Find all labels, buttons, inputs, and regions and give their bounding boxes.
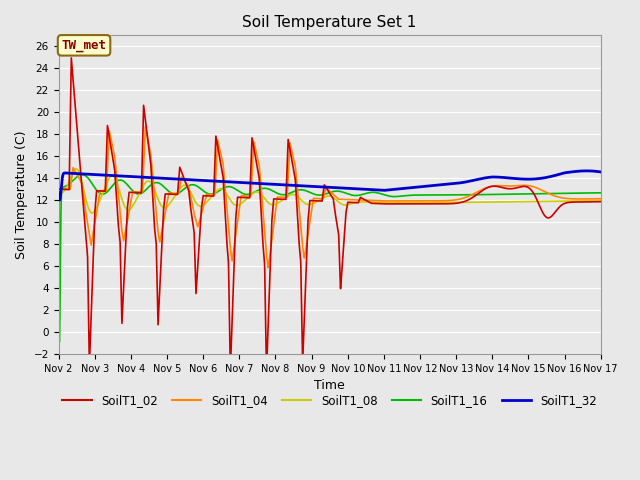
SoilT1_04	[141, 123, 149, 129]
SoilT1_04	[206, 192, 214, 197]
SoilT1_16	[56, 339, 63, 345]
SoilT1_08	[596, 198, 604, 204]
Line: SoilT1_08: SoilT1_08	[59, 169, 601, 213]
SoilT1_16	[392, 193, 400, 199]
SoilT1_04	[383, 198, 390, 204]
SoilT1_16	[172, 191, 179, 197]
SoilT1_32	[583, 168, 591, 174]
SoilT1_08	[392, 200, 400, 205]
X-axis label: Time: Time	[314, 379, 345, 392]
Legend: SoilT1_02, SoilT1_04, SoilT1_08, SoilT1_16, SoilT1_32: SoilT1_02, SoilT1_04, SoilT1_08, SoilT1_…	[58, 389, 602, 411]
SoilT1_32	[55, 190, 63, 196]
SoilT1_16	[55, 288, 63, 294]
SoilT1_16	[597, 190, 605, 196]
SoilT1_02	[392, 201, 400, 207]
SoilT1_08	[55, 191, 63, 197]
Line: SoilT1_16: SoilT1_16	[59, 175, 601, 342]
SoilT1_16	[79, 172, 86, 178]
SoilT1_08	[546, 198, 554, 204]
SoilT1_02	[597, 199, 605, 204]
SoilT1_02	[67, 55, 75, 61]
Line: SoilT1_02: SoilT1_02	[59, 58, 601, 372]
SoilT1_04	[264, 265, 272, 271]
SoilT1_16	[596, 190, 604, 196]
SoilT1_32	[596, 169, 604, 175]
SoilT1_08	[383, 200, 390, 205]
SoilT1_04	[596, 196, 604, 202]
SoilT1_02	[206, 193, 214, 199]
SoilT1_32	[597, 169, 605, 175]
Text: TW_met: TW_met	[61, 39, 106, 52]
SoilT1_32	[206, 178, 214, 184]
SoilT1_32	[392, 186, 400, 192]
SoilT1_02	[383, 201, 390, 207]
SoilT1_32	[171, 176, 179, 182]
SoilT1_02	[171, 192, 179, 197]
SoilT1_32	[383, 187, 390, 193]
SoilT1_04	[171, 191, 179, 196]
SoilT1_02	[596, 199, 604, 204]
Y-axis label: Soil Temperature (C): Soil Temperature (C)	[15, 130, 28, 259]
SoilT1_08	[72, 166, 80, 172]
SoilT1_04	[546, 191, 554, 197]
Line: SoilT1_32: SoilT1_32	[59, 171, 601, 200]
SoilT1_02	[262, 370, 270, 375]
Line: SoilT1_04: SoilT1_04	[59, 126, 601, 268]
SoilT1_08	[207, 195, 214, 201]
SoilT1_16	[207, 191, 214, 197]
SoilT1_04	[392, 198, 400, 204]
SoilT1_04	[597, 196, 605, 202]
SoilT1_04	[55, 186, 63, 192]
SoilT1_08	[597, 198, 605, 204]
SoilT1_08	[172, 193, 179, 199]
SoilT1_32	[56, 197, 63, 203]
Title: Soil Temperature Set 1: Soil Temperature Set 1	[243, 15, 417, 30]
SoilT1_02	[546, 215, 554, 220]
SoilT1_32	[545, 174, 553, 180]
SoilT1_16	[546, 191, 554, 196]
SoilT1_08	[88, 210, 96, 216]
SoilT1_16	[383, 192, 390, 198]
SoilT1_02	[55, 186, 63, 192]
